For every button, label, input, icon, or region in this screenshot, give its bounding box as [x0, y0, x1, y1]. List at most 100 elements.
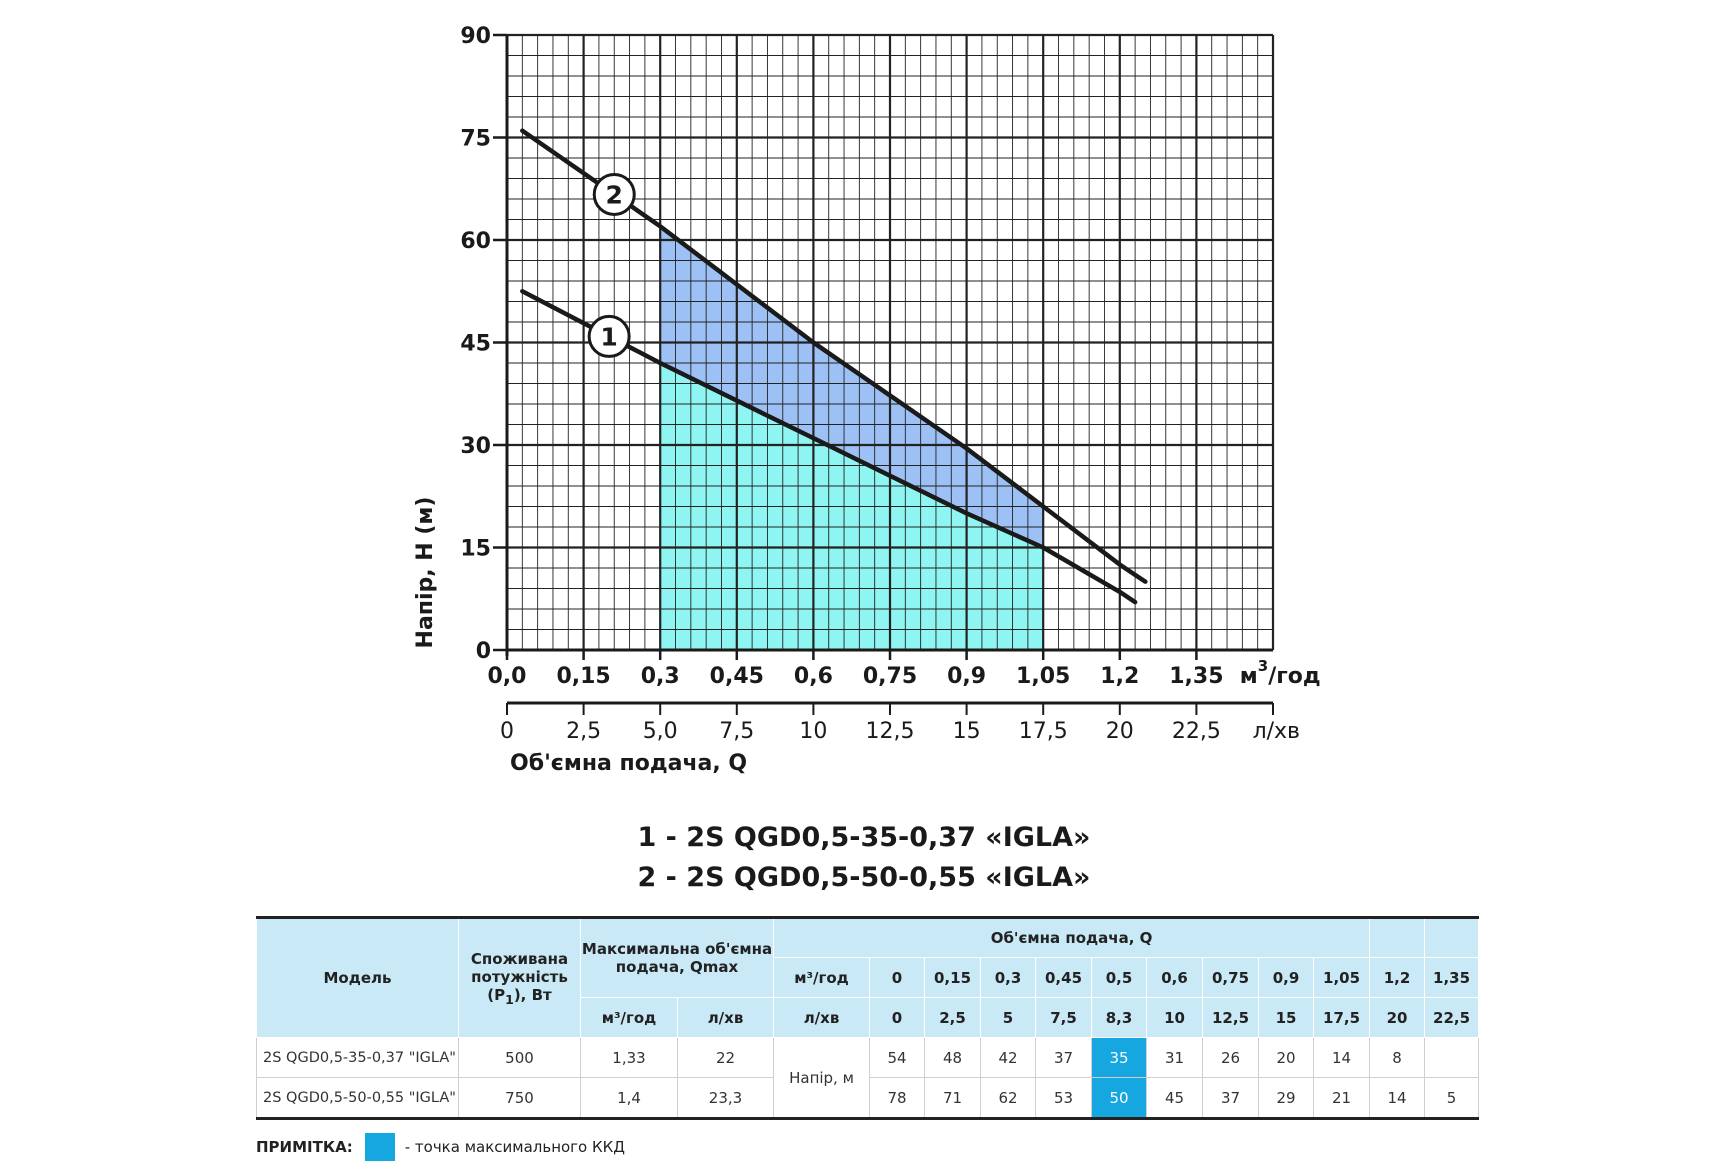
series-marker-1 — [587, 314, 631, 358]
qmax-m3-value: 1,4 — [580, 1077, 678, 1119]
x2-tick-label: 0 — [500, 719, 514, 744]
head-value: 45 — [1146, 1077, 1204, 1119]
flow-m3-7: 0,9 — [1258, 957, 1315, 998]
head-value: 71 — [924, 1077, 982, 1119]
series-label-1: 1 — [600, 322, 617, 351]
flow-m3-9: 1,2 — [1369, 957, 1426, 998]
x2-tick-label: 10 — [799, 719, 827, 744]
header-qmax: Максимальна об'ємна подача, Qmax — [579, 917, 775, 998]
flow-m3-4: 0,5 — [1091, 957, 1148, 998]
y-tick-label: 15 — [460, 537, 491, 562]
chart-title-series-1: 1 - 2S QGD0,5-35-0,37 «IGLA» — [637, 822, 1091, 853]
note-label: ПРИМІТКА: — [256, 1138, 353, 1156]
x-tick-label: 0,3 — [641, 664, 680, 689]
head-value: 29 — [1258, 1077, 1315, 1119]
head-value: 53 — [1035, 1077, 1093, 1119]
working-zone — [660, 226, 1044, 650]
power-value: 500 — [458, 1037, 581, 1078]
chart-title-series-2: 2 - 2S QGD0,5-50-0,55 «IGLA» — [637, 862, 1091, 893]
model-name: 2S QGD0,5-35-0,37 "IGLA" — [256, 1037, 459, 1078]
x2-tick-label: 20 — [1106, 719, 1134, 744]
header-flow-extra-2 — [1424, 917, 1480, 958]
flow-l-7: 15 — [1258, 997, 1315, 1038]
x-tick-label: 0,45 — [710, 664, 764, 689]
flow-l-5: 10 — [1146, 997, 1204, 1038]
head-value: 14 — [1313, 1037, 1371, 1078]
y-tick-label: 45 — [460, 332, 491, 357]
flow-m3-0: 0 — [869, 957, 926, 998]
x-unit-secondary: л/хв — [1253, 719, 1300, 744]
x2-tick-label: 5,0 — [643, 719, 678, 744]
working-zone-upper — [660, 226, 1044, 548]
header-power: Споживана потужність (P1), Вт — [458, 917, 581, 1038]
x-axis-title: Об'ємна подача, Q — [510, 751, 747, 776]
x-tick-label: 1,35 — [1169, 664, 1223, 689]
head-value: 8 — [1369, 1037, 1426, 1078]
qmax-unit-l: л/хв — [676, 997, 775, 1038]
x2-tick-label: 15 — [953, 719, 981, 744]
table-row: 2S QGD0,5-35-0,37 "IGLA" 500 1,33 22 Нап… — [256, 1037, 1480, 1119]
flow-l-0: 0 — [869, 997, 926, 1038]
series-marker-2 — [592, 172, 636, 216]
y-tick-label: 75 — [460, 127, 491, 152]
chart-series: 12 — [520, 128, 1148, 605]
head-value: 31 — [1146, 1037, 1204, 1078]
flow-l-9: 20 — [1369, 997, 1426, 1038]
flow-l-3: 7,5 — [1035, 997, 1093, 1038]
y-axis-title: Напір, H (м) — [413, 497, 438, 649]
header-flow-extra-1 — [1369, 917, 1426, 958]
qmax-unit-m3: м³/год — [580, 997, 678, 1038]
head-value: 50 — [1091, 1077, 1148, 1119]
x-tick-label: 0,75 — [863, 664, 917, 689]
head-label: Напір, м — [773, 1037, 871, 1119]
y-tick-label: 30 — [460, 434, 491, 459]
x-unit-primary: м3/год — [1240, 657, 1321, 689]
head-value: 42 — [980, 1037, 1037, 1078]
series-line-2 — [520, 128, 1148, 584]
flow-m3-6: 0,75 — [1202, 957, 1260, 998]
x2-tick-label: 2,5 — [566, 719, 601, 744]
x-tick-label: 1,05 — [1016, 664, 1070, 689]
x-tick-label: 0,6 — [794, 664, 833, 689]
unit-l-label: л/хв — [773, 997, 871, 1038]
table-note: ПРИМІТКА: - точка максимального ККД — [256, 1132, 625, 1162]
flow-m3-3: 0,45 — [1035, 957, 1093, 998]
x2-tick-label: 22,5 — [1172, 719, 1221, 744]
qmax-l-value: 23,3 — [676, 1077, 775, 1119]
flow-l-2: 5 — [980, 997, 1037, 1038]
flow-l-8: 17,5 — [1313, 997, 1371, 1038]
unit-m3-label: м³/год — [773, 957, 871, 998]
series-line-1 — [520, 289, 1138, 605]
head-value: 26 — [1202, 1037, 1260, 1078]
head-value: 54 — [869, 1037, 926, 1078]
chart-axes: 0 15 30 45 60 75 90 0,0 0,15 0,3 0,45 0,6 0,75 0,9 1,0… — [413, 24, 1321, 776]
x-tick-label: 1,2 — [1100, 664, 1139, 689]
header-flow: Об'ємна подача, Q — [773, 917, 1371, 958]
y-tick-label: 0 — [476, 639, 491, 664]
head-value: 37 — [1202, 1077, 1260, 1119]
head-value: 14 — [1369, 1077, 1426, 1119]
head-value: 62 — [980, 1077, 1037, 1119]
qmax-l-value: 22 — [676, 1037, 775, 1078]
x-tick-label: 0,9 — [947, 664, 986, 689]
flow-m3-10: 1,35 — [1424, 957, 1480, 998]
max-efficiency-swatch — [364, 1133, 395, 1161]
power-value: 750 — [458, 1077, 581, 1119]
x-tick-label: 0,15 — [556, 664, 610, 689]
flow-l-4: 8,3 — [1091, 997, 1148, 1038]
x2-tick-label: 12,5 — [866, 719, 915, 744]
head-value: 21 — [1313, 1077, 1371, 1119]
table-row: 2S QGD0,5-50-0,55 "IGLA" 750 1,4 23,3 78… — [256, 1077, 1480, 1119]
head-value: 5 — [1424, 1077, 1480, 1119]
head-value: 78 — [869, 1077, 926, 1119]
flow-l-6: 12,5 — [1202, 997, 1260, 1038]
flow-m3-1: 0,15 — [924, 957, 982, 998]
spec-table: Модель Споживана потужність (P1), Вт Макси… — [256, 916, 1480, 1120]
head-value: 20 — [1258, 1037, 1315, 1078]
flow-l-1: 2,5 — [924, 997, 982, 1038]
header-model: Модель — [256, 917, 459, 1038]
y-tick-label: 60 — [460, 229, 491, 254]
head-value: 48 — [924, 1037, 982, 1078]
flow-m3-5: 0,6 — [1146, 957, 1204, 998]
